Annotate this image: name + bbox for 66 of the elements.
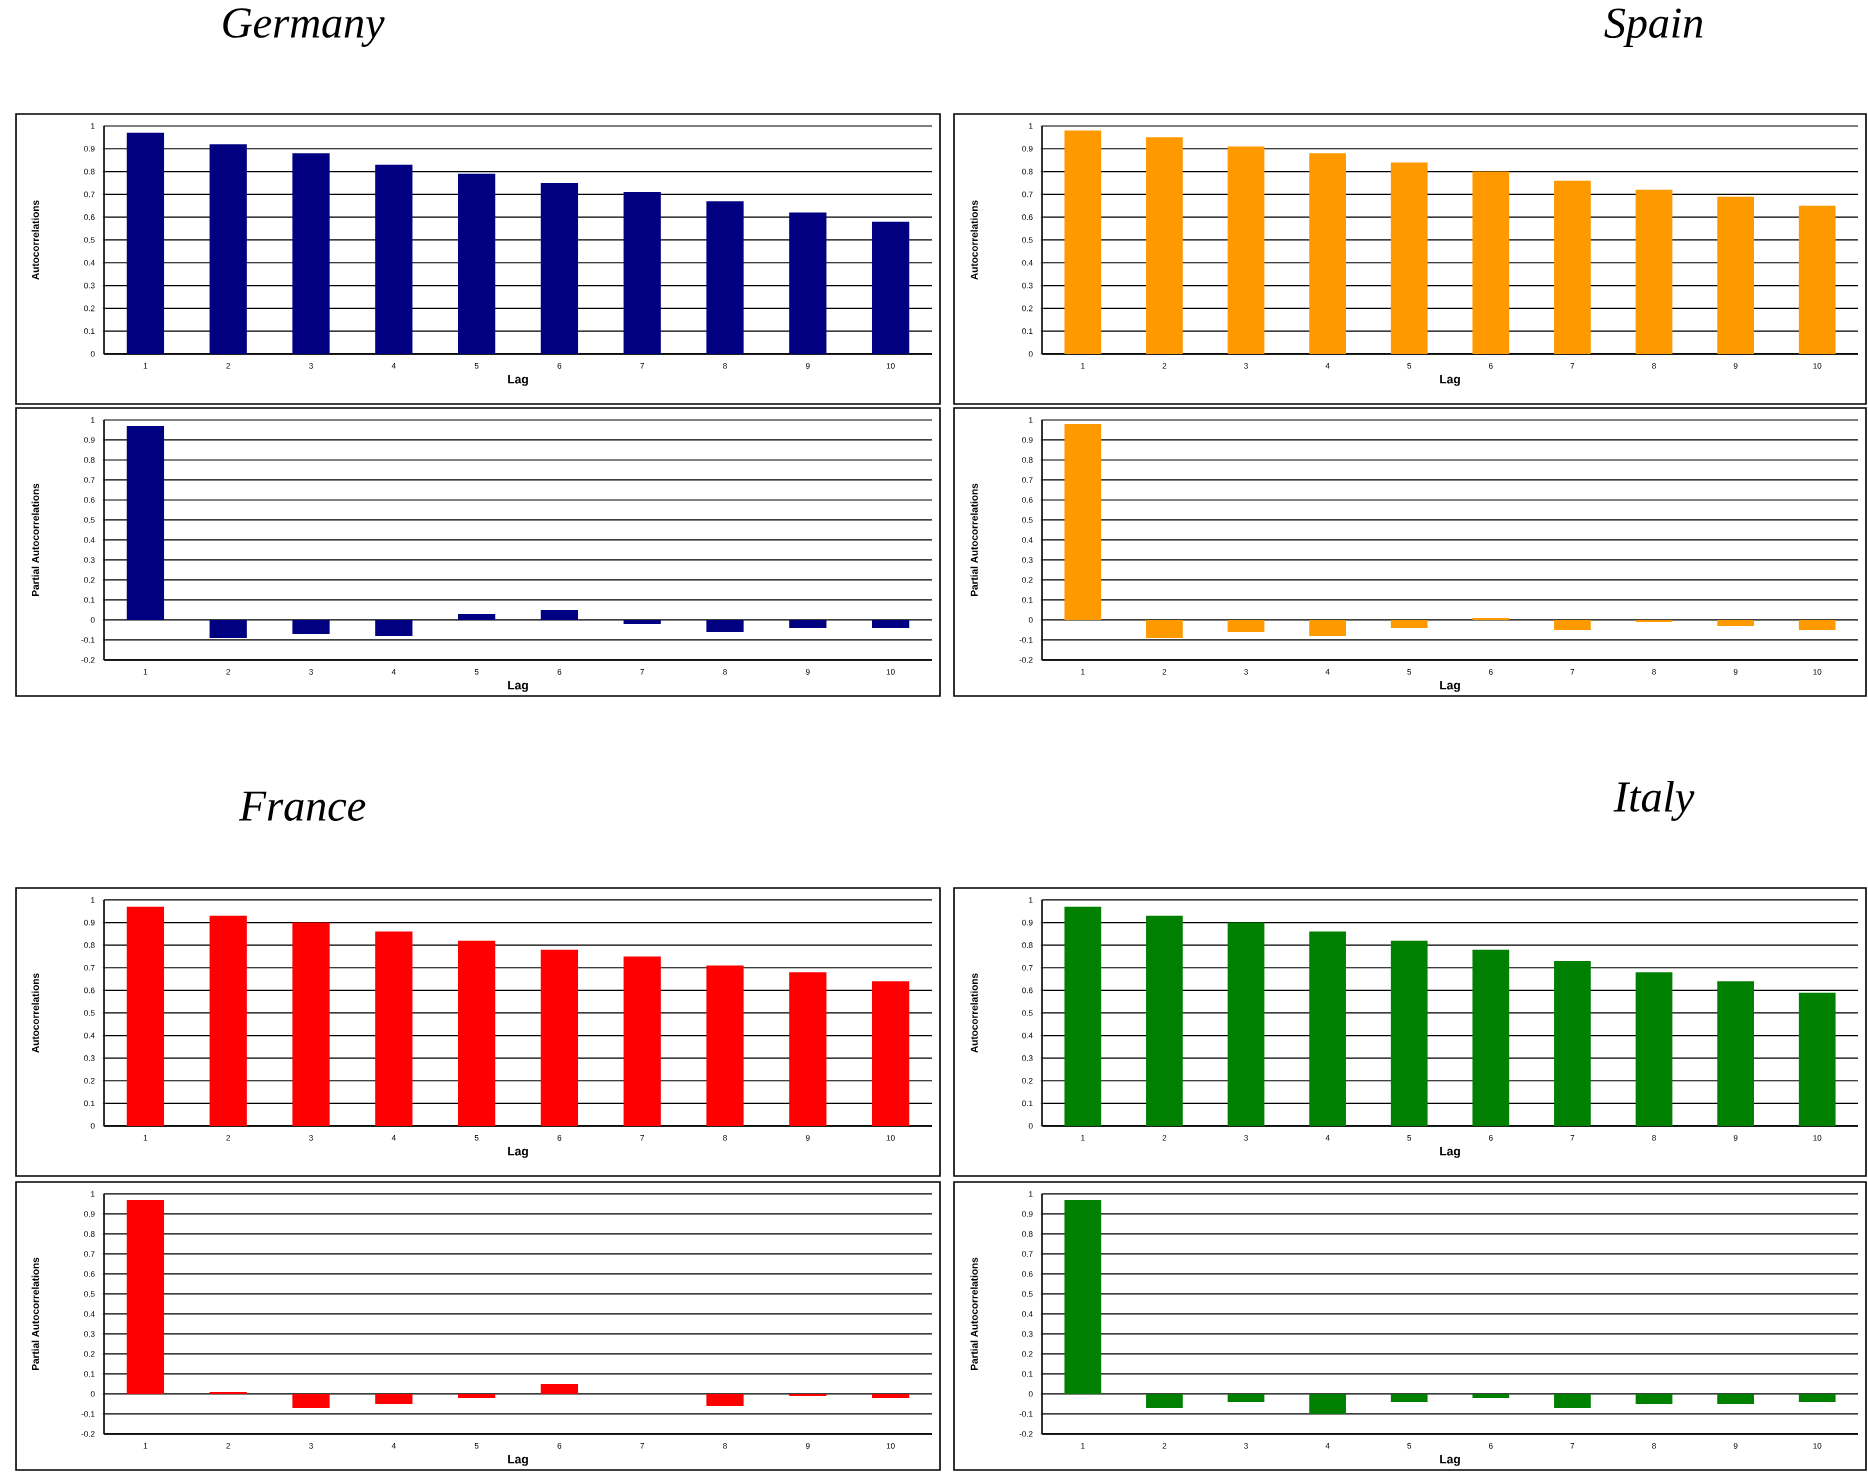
bar	[1798, 619, 1836, 630]
bar	[375, 931, 413, 1126]
bar	[1798, 992, 1836, 1126]
bar	[789, 212, 827, 354]
bar	[375, 1393, 413, 1404]
bar	[540, 182, 579, 354]
bar	[789, 619, 827, 628]
bar	[375, 619, 413, 636]
bar	[1717, 196, 1754, 354]
bar	[1390, 162, 1428, 354]
bar	[540, 949, 579, 1126]
bar	[292, 619, 330, 634]
bar	[1798, 205, 1836, 354]
bar	[209, 915, 247, 1126]
bar	[209, 619, 247, 638]
bar	[706, 201, 744, 354]
bar	[1390, 940, 1428, 1126]
bar	[1227, 146, 1265, 354]
bar	[292, 922, 330, 1126]
bar	[1146, 915, 1183, 1126]
bar	[292, 153, 330, 354]
bar	[292, 1393, 330, 1408]
bar	[1309, 931, 1346, 1126]
bar	[1064, 423, 1102, 620]
bar	[126, 906, 165, 1126]
bar	[706, 1393, 744, 1406]
bar	[871, 981, 910, 1126]
chart-title: France	[238, 791, 366, 821]
bar	[1472, 949, 1510, 1126]
bar	[623, 192, 661, 354]
bar	[1717, 981, 1754, 1126]
bar	[375, 164, 413, 354]
bar	[1309, 153, 1346, 354]
bar	[457, 613, 496, 620]
bar	[871, 221, 910, 354]
bar	[623, 956, 661, 1126]
bar	[540, 1383, 579, 1394]
bar	[1227, 922, 1265, 1126]
bar	[1635, 972, 1673, 1126]
bar	[540, 609, 579, 620]
bar	[126, 425, 165, 620]
chart-title: Spain	[1604, 8, 1703, 47]
bar	[1309, 619, 1346, 636]
bar	[1554, 960, 1591, 1126]
chart-title: Italy	[1613, 780, 1695, 821]
bar	[1146, 619, 1183, 638]
bar	[871, 619, 910, 628]
bar	[209, 144, 247, 354]
bar	[1472, 171, 1510, 354]
bar	[1227, 619, 1265, 632]
bar	[126, 132, 165, 354]
bar	[1554, 180, 1591, 354]
bar	[1635, 189, 1673, 354]
bar	[1554, 619, 1591, 630]
bar	[1390, 619, 1428, 628]
bar	[126, 1199, 165, 1394]
bar	[1717, 619, 1754, 626]
bar	[1146, 137, 1183, 354]
bar	[457, 173, 496, 354]
bar	[789, 972, 827, 1126]
bar	[1064, 130, 1102, 354]
bar	[706, 619, 744, 632]
bar	[1064, 906, 1102, 1126]
chart-title: Germany	[223, 8, 385, 47]
bar	[706, 965, 744, 1126]
bar	[457, 940, 496, 1126]
